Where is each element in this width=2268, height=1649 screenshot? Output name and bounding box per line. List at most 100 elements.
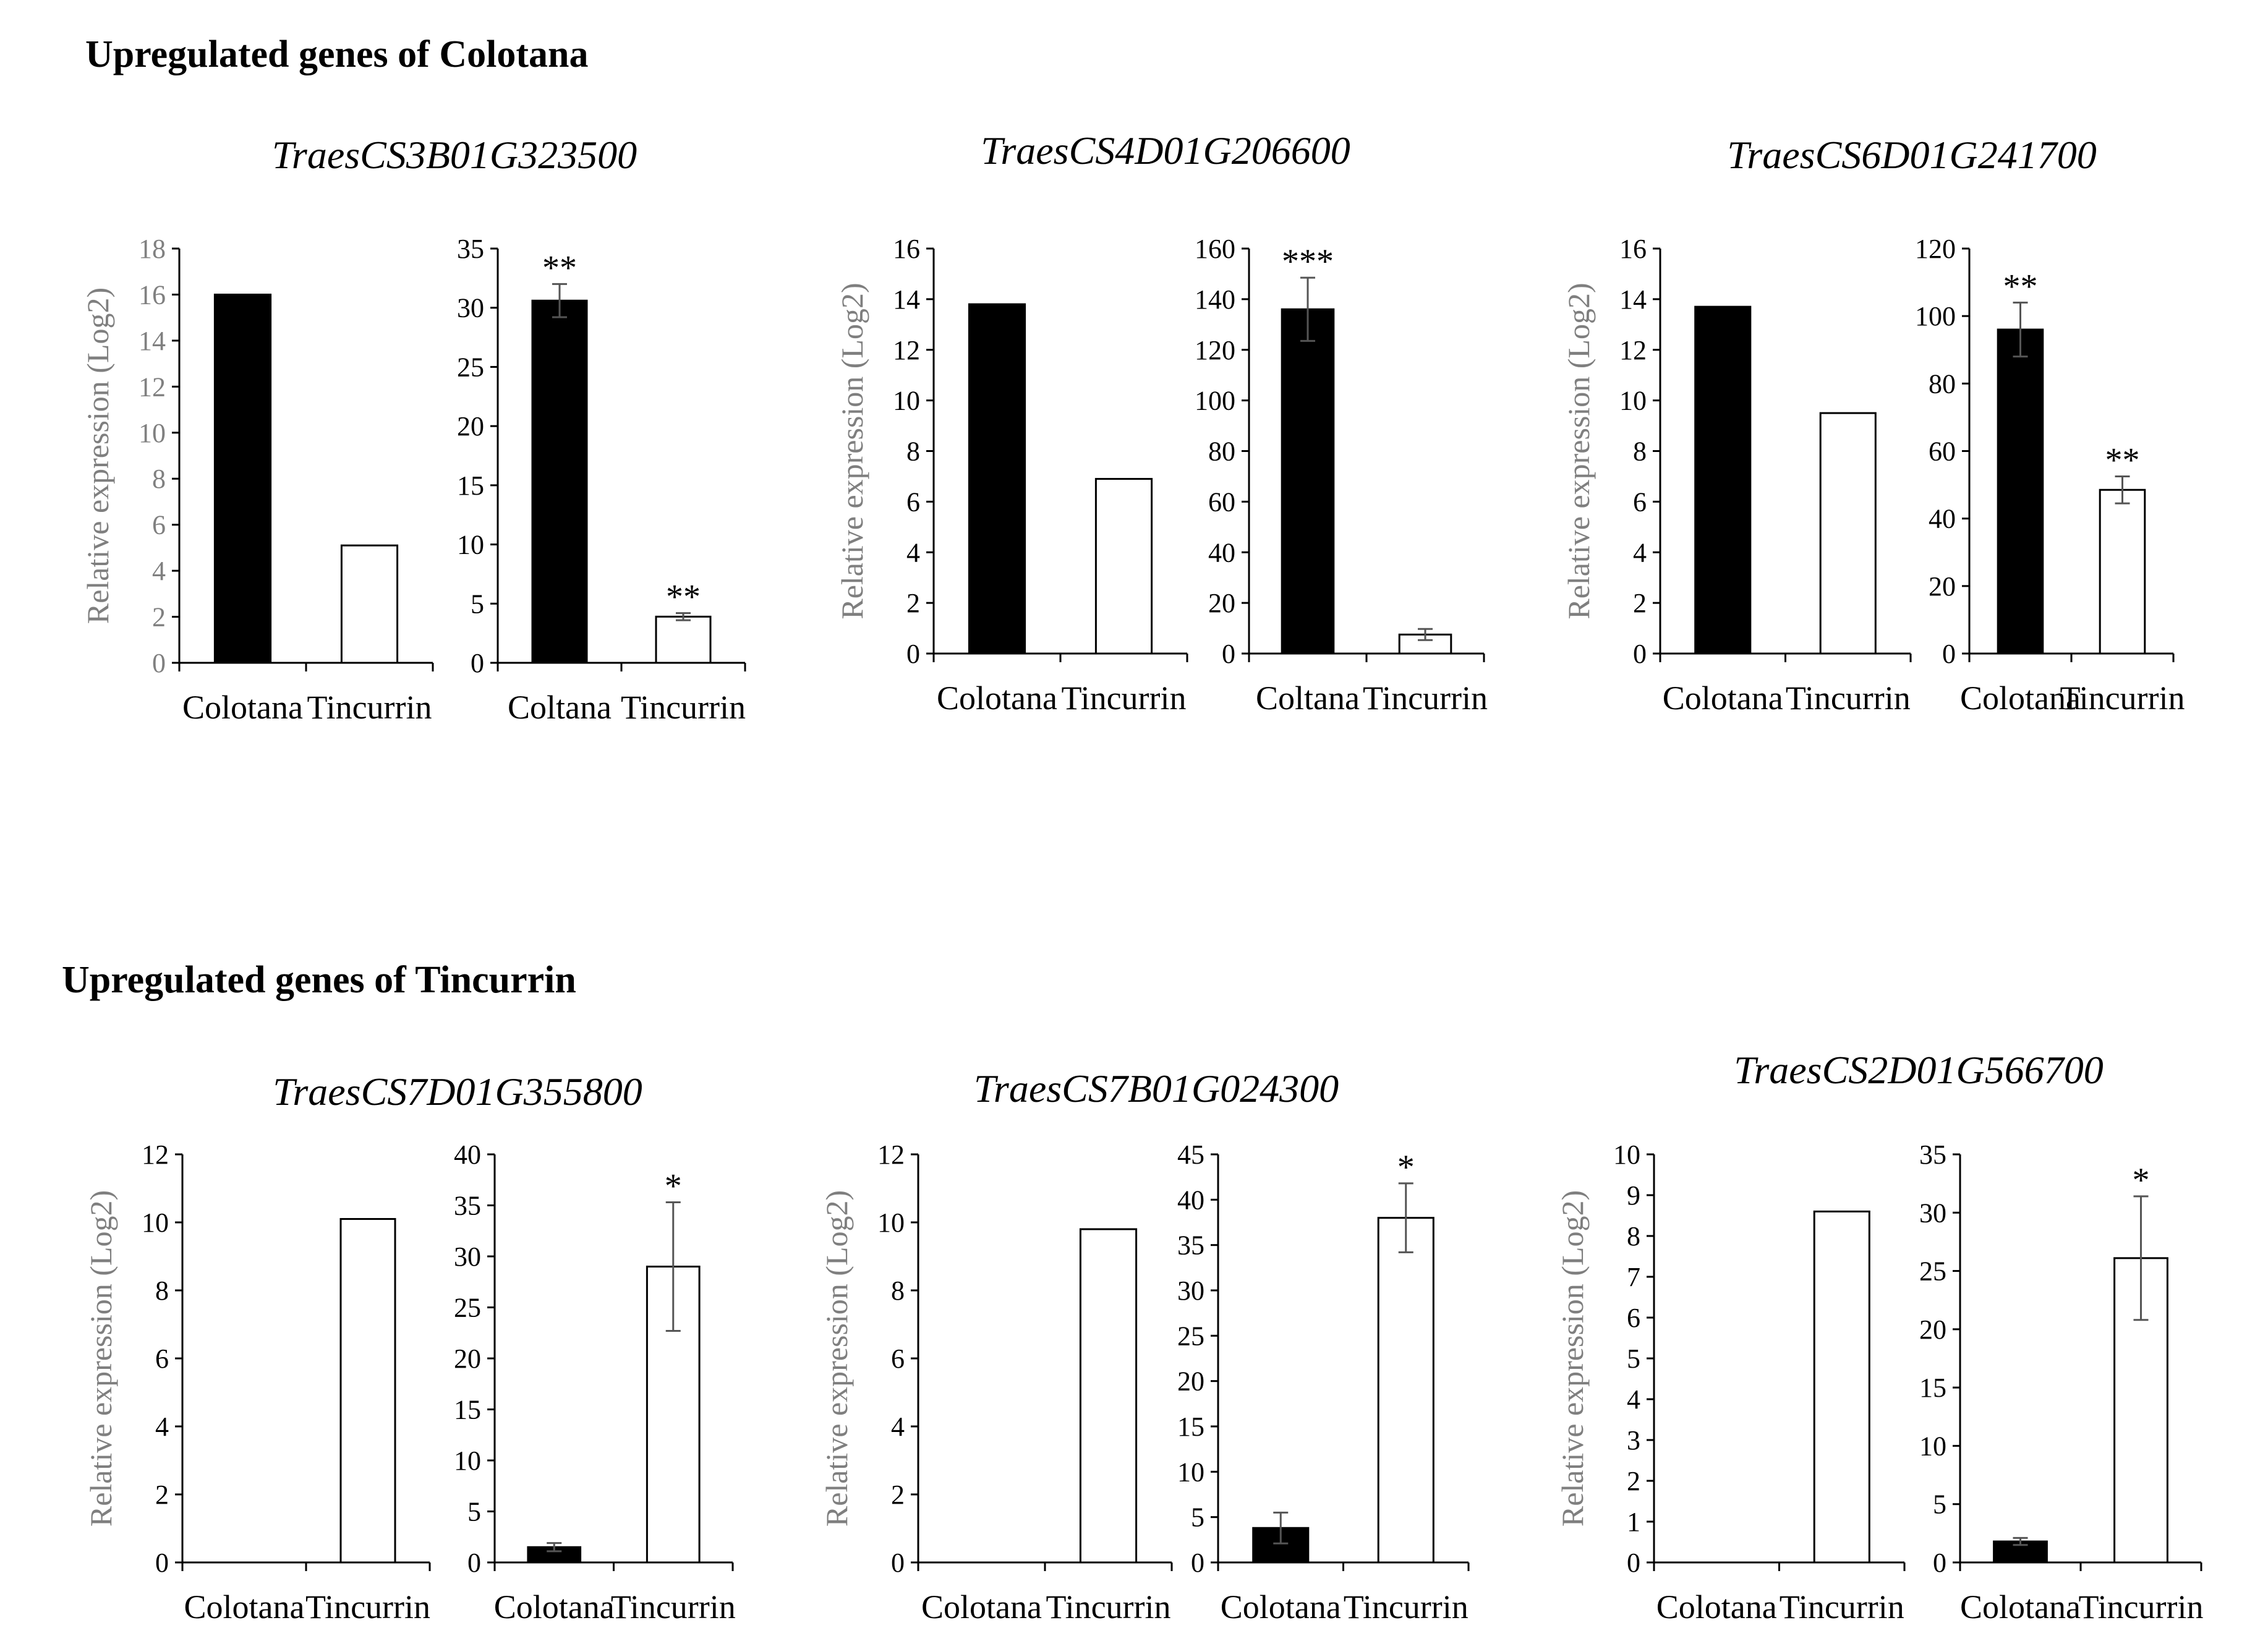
y-tick-label: 4 [155, 1412, 169, 1442]
category-label: Colotana [1663, 680, 1783, 717]
y-tick-label: 14 [139, 326, 166, 356]
y-tick-label: 80 [1208, 437, 1235, 467]
y-tick-label: 8 [1633, 437, 1647, 467]
y-tick-label: 10 [877, 1208, 905, 1238]
bar-tincurrin [1813, 1210, 1870, 1564]
y-tick-label: 8 [1627, 1221, 1640, 1251]
category-label: Tincurrin [621, 689, 746, 726]
y-tick-label: 0 [1942, 639, 1956, 669]
category-label: Colotana [937, 680, 1057, 717]
y-tick-label: 2 [891, 1480, 905, 1510]
category-label: Colotana [1221, 1588, 1341, 1626]
y-tick-label: 0 [1627, 1548, 1640, 1578]
category-label: Tincurrin [2060, 680, 2185, 717]
y-tick-label: 12 [139, 372, 166, 402]
y-tick-label: 8 [906, 437, 920, 467]
y-tick-label: 6 [1633, 487, 1647, 517]
y-tick-label: 5 [1627, 1344, 1640, 1374]
bar-colotana [531, 299, 588, 664]
y-tick-label: 10 [1619, 386, 1647, 416]
y-tick-label: 5 [467, 1497, 481, 1527]
y-tick-label: 120 [1195, 335, 1235, 365]
y-tick-label: 4 [1633, 537, 1647, 568]
bar-colotana [213, 293, 272, 664]
y-tick-label: 2 [906, 588, 920, 618]
y-tick-label: 40 [454, 1140, 481, 1170]
significance-label: * [665, 1167, 682, 1206]
y-tick-label: 4 [891, 1412, 905, 1442]
y-tick-label: 35 [457, 234, 484, 264]
y-tick-label: 4 [1627, 1384, 1640, 1415]
y-tick-label: 20 [1919, 1315, 1946, 1345]
bar-tincurrin [340, 544, 399, 664]
y-tick-label: 10 [1919, 1431, 1946, 1461]
y-axis-title: Relative expression (Log2) [819, 1190, 854, 1527]
bar-tincurrin [1377, 1217, 1435, 1564]
y-tick-label: 20 [1177, 1366, 1204, 1397]
y-tick-label: 6 [891, 1344, 905, 1374]
y-tick-label: 100 [1195, 386, 1235, 416]
y-tick-label: 14 [893, 284, 920, 315]
y-axis-title: Relative expression (Log2) [835, 283, 869, 619]
section-title-tincurrin: Upregulated genes of Tincurrin [62, 959, 576, 1001]
bar-colotana [1281, 308, 1335, 655]
bar-tincurrin [655, 615, 712, 664]
y-tick-label: 12 [1619, 335, 1647, 365]
gene-title: TraesCS6D01G241700 [1727, 133, 2096, 177]
category-label: Tincurrin [1061, 680, 1186, 717]
y-tick-label: 2 [152, 602, 166, 633]
bar-tincurrin [1094, 478, 1153, 655]
y-tick-label: 10 [139, 418, 166, 448]
category-label: Colotana [1960, 1588, 2081, 1626]
gene-title: TraesCS7B01G024300 [974, 1067, 1339, 1110]
gene-title: TraesCS3B01G323500 [272, 133, 637, 177]
category-label: Colotana [182, 689, 303, 726]
y-tick-label: 45 [1177, 1140, 1204, 1170]
bar-colotana [968, 303, 1026, 655]
category-label: Colotana [1656, 1588, 1777, 1626]
category-label: Coltana [1256, 680, 1360, 717]
category-label: Tincurrin [305, 1588, 430, 1626]
category-label: Tincurrin [1786, 680, 1911, 717]
y-tick-label: 2 [155, 1480, 169, 1510]
y-tick-label: 40 [1177, 1185, 1204, 1215]
y-tick-label: 20 [1929, 571, 1956, 602]
y-tick-label: 5 [1933, 1489, 1946, 1520]
y-tick-label: 15 [457, 471, 484, 501]
category-label: Colotana [494, 1588, 615, 1626]
y-tick-label: 0 [1191, 1548, 1204, 1578]
y-axis-title: Relative expression (Log2) [83, 1190, 118, 1527]
bar-tincurrin [339, 1218, 396, 1564]
y-tick-label: 30 [457, 293, 484, 323]
y-tick-label: 16 [1619, 234, 1647, 264]
y-tick-label: 10 [1613, 1140, 1640, 1170]
bar-tincurrin [1079, 1228, 1138, 1564]
y-tick-label: 40 [1208, 537, 1235, 568]
y-tick-label: 14 [1619, 284, 1647, 315]
y-tick-label: 0 [891, 1548, 905, 1578]
y-tick-label: 4 [152, 556, 166, 586]
y-tick-label: 20 [1208, 588, 1235, 618]
y-tick-label: 1 [1627, 1507, 1640, 1537]
y-tick-label: 0 [1633, 639, 1647, 669]
y-tick-label: 30 [1919, 1198, 1946, 1228]
y-tick-label: 0 [155, 1548, 169, 1578]
category-label: Coltana [508, 689, 612, 726]
bar-colotana [1694, 305, 1752, 655]
y-tick-label: 40 [1929, 504, 1956, 534]
y-tick-label: 12 [142, 1140, 169, 1170]
charts-group: TraesCS3B01G323500024681012141618Relativ… [80, 129, 2204, 1626]
y-tick-label: 12 [877, 1140, 905, 1170]
y-tick-label: 12 [893, 335, 920, 365]
category-label: Colotana [184, 1588, 305, 1626]
y-tick-label: 60 [1208, 487, 1235, 517]
y-tick-label: 30 [1177, 1276, 1204, 1306]
y-tick-label: 35 [1919, 1140, 1946, 1170]
bar-tincurrin [2099, 488, 2146, 655]
y-tick-label: 8 [891, 1276, 905, 1306]
y-axis-title: Relative expression (Log2) [80, 288, 115, 624]
gene-title: TraesCS4D01G206600 [981, 129, 1350, 173]
significance-label: ** [2003, 267, 2038, 305]
y-tick-label: 7 [1627, 1262, 1640, 1292]
